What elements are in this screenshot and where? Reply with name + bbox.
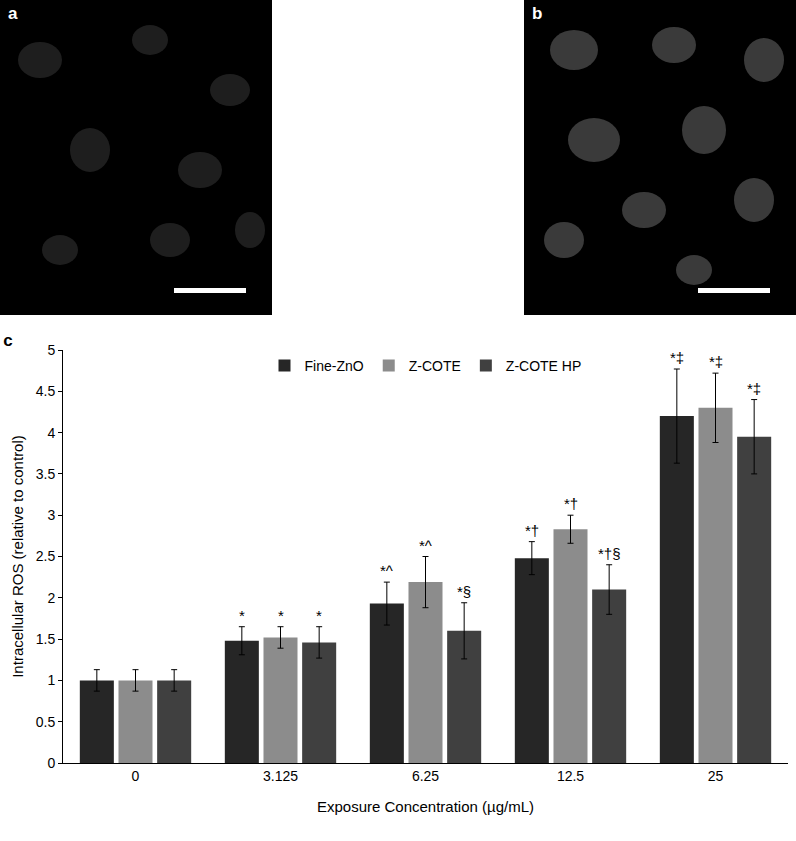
svg-text:1.5: 1.5 <box>36 631 56 647</box>
html-text:a: a <box>8 4 18 23</box>
svg-text:*: * <box>239 607 245 624</box>
svg-text:0: 0 <box>47 755 55 771</box>
svg-text:2.5: 2.5 <box>36 548 56 564</box>
svg-text:25: 25 <box>708 768 724 784</box>
svg-text:c: c <box>3 331 12 350</box>
svg-text:3.5: 3.5 <box>36 466 56 482</box>
svg-text:4: 4 <box>47 425 55 441</box>
svg-text:*‡: *‡ <box>709 353 723 370</box>
svg-text:2: 2 <box>47 590 55 606</box>
svg-text:1: 1 <box>47 672 55 688</box>
svg-text:*§: *§ <box>457 583 471 600</box>
svg-text:Z-COTE HP: Z-COTE HP <box>506 358 581 374</box>
svg-text:*†: *† <box>564 495 578 512</box>
svg-text:3: 3 <box>47 507 55 523</box>
svg-text:*: * <box>278 607 284 624</box>
svg-text:4.5: 4.5 <box>36 383 56 399</box>
svg-text:*^: *^ <box>380 562 393 579</box>
html-text:b: b <box>532 4 543 23</box>
svg-text:*†§: *†§ <box>598 545 621 562</box>
svg-text:*: * <box>316 607 322 624</box>
svg-text:Fine-ZnO: Fine-ZnO <box>305 358 364 374</box>
svg-text:5: 5 <box>47 342 55 358</box>
svg-text:*†: *† <box>525 522 539 539</box>
svg-text:Intracellular ROS (relative to: Intracellular ROS (relative to control) <box>9 435 26 678</box>
svg-text:Z-COTE: Z-COTE <box>409 358 461 374</box>
svg-text:*‡: *‡ <box>670 349 684 366</box>
svg-text:6.25: 6.25 <box>412 768 439 784</box>
svg-text:12.5: 12.5 <box>557 768 584 784</box>
svg-text:Exposure Concentration (µg/mL): Exposure Concentration (µg/mL) <box>317 798 534 815</box>
svg-text:0.5: 0.5 <box>36 714 56 730</box>
svg-text:*‡: *‡ <box>747 380 761 397</box>
svg-text:0: 0 <box>132 768 140 784</box>
svg-text:3.125: 3.125 <box>263 768 298 784</box>
svg-text:*^: *^ <box>419 537 432 554</box>
